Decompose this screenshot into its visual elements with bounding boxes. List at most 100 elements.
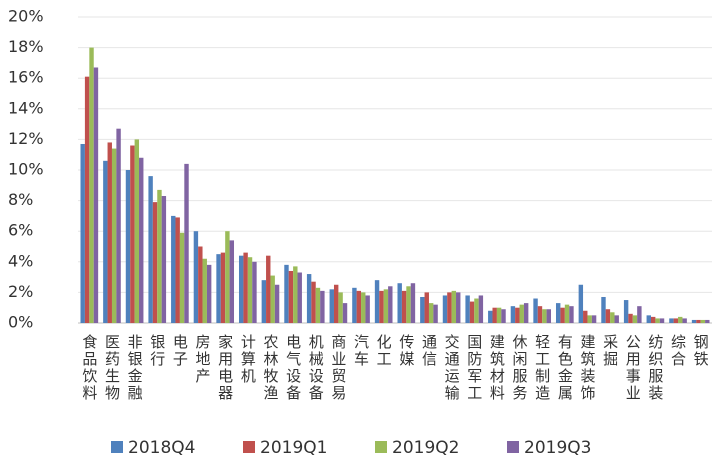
bar <box>682 318 687 323</box>
bar <box>333 284 339 323</box>
bar <box>130 145 135 323</box>
y-tick-label: 0% <box>8 313 33 332</box>
bar <box>338 292 343 323</box>
bar <box>252 261 257 323</box>
bar <box>433 304 438 323</box>
bar <box>198 246 203 323</box>
bar <box>388 286 393 323</box>
bar <box>474 298 479 323</box>
bar <box>469 301 475 323</box>
y-tick-label: 16% <box>8 68 44 87</box>
bar <box>623 300 629 323</box>
bar <box>352 287 357 323</box>
bar <box>243 252 248 323</box>
y-tick-label: 14% <box>8 98 44 117</box>
bar <box>80 143 85 323</box>
bar <box>655 318 660 323</box>
bar <box>510 306 516 323</box>
bar <box>605 309 611 323</box>
bar <box>342 303 348 323</box>
bar <box>161 196 167 323</box>
bar <box>569 306 574 323</box>
legend-swatch <box>375 441 387 453</box>
bar <box>84 76 90 323</box>
bar <box>456 292 461 323</box>
bar <box>107 142 112 323</box>
x-tick-label: 轻工制造 <box>533 334 551 402</box>
x-tick-label: 非银金融 <box>126 334 144 402</box>
bar <box>311 281 316 323</box>
bar <box>519 304 524 323</box>
bar <box>125 170 131 323</box>
y-tick-label: 20% <box>8 7 44 26</box>
bar <box>632 315 638 323</box>
y-tick-label: 4% <box>8 251 33 270</box>
legend-label: 2019Q1 <box>260 438 327 458</box>
legend-swatch <box>243 441 255 453</box>
bar <box>193 231 199 323</box>
bar <box>614 315 619 323</box>
bar <box>401 290 407 323</box>
x-tick-label: 建筑装饰 <box>578 334 596 402</box>
bar <box>424 292 429 323</box>
bar <box>374 280 380 323</box>
bar <box>175 217 180 323</box>
bar <box>537 306 543 323</box>
bar <box>700 319 706 323</box>
bar <box>93 67 99 324</box>
bar <box>442 295 448 323</box>
bar <box>270 275 275 323</box>
bar <box>673 318 679 323</box>
bar <box>564 304 570 323</box>
bar <box>261 280 267 323</box>
legend-label: 2018Q4 <box>128 438 195 458</box>
bar <box>542 309 547 323</box>
bar <box>216 254 221 323</box>
bar <box>229 240 235 323</box>
bar <box>293 266 298 323</box>
bar <box>601 296 606 323</box>
bar <box>610 312 615 323</box>
bar <box>247 257 253 323</box>
bar <box>184 163 189 323</box>
bar <box>315 287 321 323</box>
bar <box>274 284 280 323</box>
bar <box>202 258 207 323</box>
bar <box>179 232 185 323</box>
bar <box>356 290 362 323</box>
bar <box>406 286 411 323</box>
x-tick-label: 休闲服务 <box>511 334 529 402</box>
bar <box>288 270 294 323</box>
bar <box>555 303 561 323</box>
bar <box>365 295 370 323</box>
y-tick-label: 8% <box>8 190 33 209</box>
bar <box>220 252 226 323</box>
y-tick-label: 6% <box>8 221 33 240</box>
x-tick-label: 有色金属 <box>556 334 574 402</box>
bar <box>379 290 384 323</box>
x-tick-label: 交通运输 <box>443 333 461 402</box>
bar <box>306 274 312 323</box>
y-tick-label: 10% <box>8 160 44 179</box>
bar <box>591 315 597 323</box>
bar <box>157 189 162 323</box>
x-tick-label: 钢铁 <box>692 334 710 368</box>
bar <box>578 284 584 323</box>
x-tick-label: 电子 <box>171 334 189 368</box>
x-tick-label: 纺织服装 <box>646 334 664 402</box>
x-tick-label: 食品饮料 <box>80 334 98 402</box>
bar <box>533 298 538 323</box>
bar <box>696 319 701 323</box>
bar <box>705 319 710 323</box>
legend-label: 2019Q3 <box>524 438 591 458</box>
x-tick-label: 家用电器 <box>216 334 234 402</box>
x-tick-label: 机械设备 <box>307 334 325 402</box>
bar <box>646 315 651 323</box>
bar <box>116 128 121 323</box>
bar <box>420 296 425 323</box>
bar <box>587 315 592 323</box>
bar <box>238 255 244 323</box>
bar <box>397 283 402 323</box>
x-tick-label: 公用事业 <box>624 334 642 402</box>
